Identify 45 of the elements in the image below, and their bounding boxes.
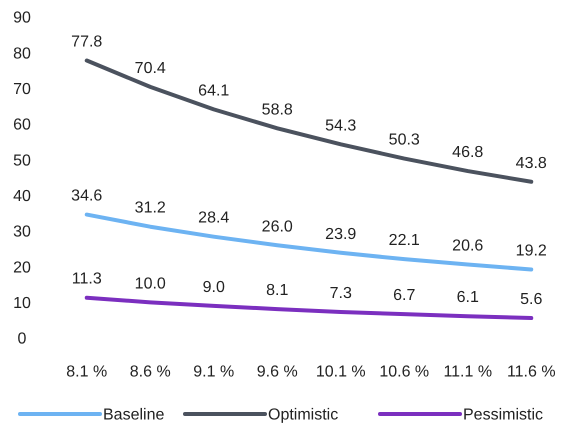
legend-label: Pessimistic [463,406,544,424]
x-tick-label: 11.1 % [443,364,492,381]
data-label: 6.1 [456,289,479,306]
y-tick-label: 90 [13,10,31,27]
data-label: 19.2 [516,242,547,260]
data-label: 34.6 [71,188,102,205]
y-tick-label: 60 [13,116,31,134]
x-tick-label: 11.6 % [506,364,556,381]
data-label: 22.1 [388,232,420,250]
data-label: 8.1 [266,282,288,300]
data-label: 23.9 [325,226,356,243]
data-label: 11.3 [72,270,102,288]
legend-label: Baseline [103,406,164,424]
x-tick-label: 8.6 % [130,364,171,381]
data-label: 20.6 [452,238,484,255]
y-tick-label: 70 [13,80,31,98]
x-tick-label: 9.1 % [193,364,234,381]
y-tick-label: 0 [18,330,27,348]
data-label: 31.2 [134,200,166,217]
data-label: 10.0 [134,275,166,292]
y-tick-label: 30 [13,224,31,241]
y-tick-label: 10 [13,294,31,312]
x-tick-label: 9.6 % [256,364,298,381]
data-label: 64.1 [198,82,230,100]
data-label: 46.8 [452,144,484,162]
x-tick-label: 8.1 % [66,364,108,381]
data-label: 28.4 [198,210,230,227]
data-label: 43.8 [516,154,547,172]
y-tick-label: 40 [13,188,31,205]
data-label: 50.3 [388,132,420,149]
x-tick-label: 10.6 % [379,364,430,381]
x-tick-label: 10.1 % [316,364,366,381]
y-tick-label: 50 [13,152,31,170]
data-label: 26.0 [262,218,293,236]
y-tick-label: 80 [13,45,31,62]
data-label: 58.8 [262,101,293,118]
data-label: 7.3 [330,284,352,302]
legend-label: Optimistic [268,406,338,424]
data-label: 54.3 [325,117,356,134]
data-label: 77.8 [71,34,102,51]
data-label: 5.6 [520,291,542,308]
data-label: 70.4 [134,60,166,77]
data-label: 9.0 [202,278,225,296]
data-label: 6.7 [393,287,416,304]
y-tick-label: 20 [13,259,31,276]
